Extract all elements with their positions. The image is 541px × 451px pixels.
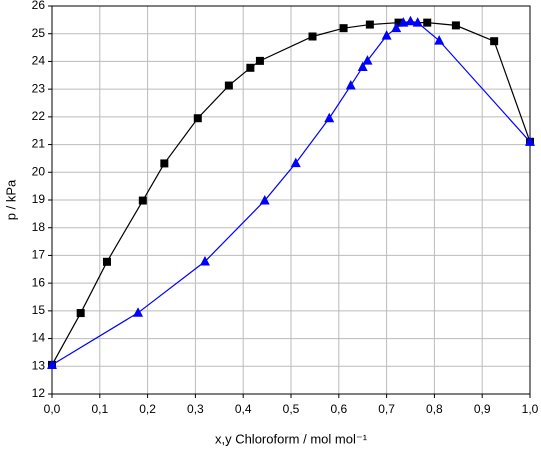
x-tick-label: 0,2 [139,402,156,416]
y-tick-label: 26 [32,0,46,12]
y-tick-label: 16 [32,275,46,289]
y-tick-label: 19 [32,192,46,206]
data-point [76,309,85,318]
data-point [398,17,409,27]
data-point [365,20,374,29]
data-point [193,114,202,123]
x-tick-label: 0,8 [426,402,443,416]
y-tick-label: 13 [32,358,46,372]
y-tick-label: 24 [32,54,46,68]
data-point [133,307,144,317]
data-point [525,136,535,146]
y-tick-label: 21 [32,137,46,151]
data-point [255,56,264,65]
data-point [381,30,392,40]
x-tick-label: 0,3 [187,402,204,416]
x-axis-title: x,y Chloroform / mol mol⁻¹ [215,431,368,446]
data-point [391,22,402,33]
x-tick-label: 0,9 [474,402,491,416]
y-tick-label: 23 [32,81,46,95]
data-point [362,55,373,65]
y-tick-label: 14 [32,331,46,345]
x-tick-label: 0,5 [283,402,300,416]
y-axis-title: p / kPa [3,179,18,220]
y-tick-label: 15 [32,303,46,317]
y-tick-label: 18 [32,220,46,234]
y-tick-label: 17 [32,248,46,262]
data-point [405,15,416,26]
x-tick-label: 0,7 [378,402,395,416]
data-point [47,359,57,369]
data-point [451,21,460,30]
data-point [324,112,335,123]
y-tick-label: 25 [32,26,46,40]
data-point [102,257,111,266]
data-point [138,196,147,205]
x-tick-label: 0,1 [91,402,108,416]
data-point [490,37,499,46]
y-tick-label: 20 [32,164,46,178]
data-point [290,157,301,168]
data-point [259,195,270,205]
data-point [199,256,210,266]
x-tick-label: 1,0 [522,402,539,416]
data-point [423,18,432,27]
y-tick-label: 12 [32,386,46,400]
data-point [345,80,356,90]
plot-frame [51,5,531,395]
data-point [434,35,445,45]
data-point [224,81,233,90]
data-point [357,61,368,71]
data-point [160,159,169,168]
y-tick-label: 22 [32,109,46,123]
x-tick-label: 0,0 [44,402,61,416]
data-point [339,24,348,33]
data-point [394,18,403,27]
data-point [246,63,255,72]
data-point [412,17,423,27]
x-tick-label: 0,6 [330,402,347,416]
data-point [308,32,317,41]
x-tick-label: 0,4 [235,402,252,416]
